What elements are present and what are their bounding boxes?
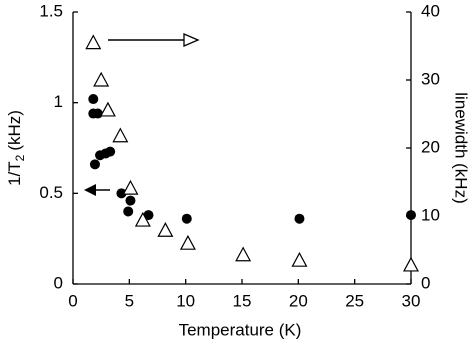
point: [179, 234, 196, 250]
point: [402, 256, 420, 272]
point: [99, 101, 116, 117]
y-tick-label: 0.5: [39, 183, 63, 202]
x-axis-label: Temperature (K): [179, 320, 302, 339]
arrow-right-axis: [108, 33, 200, 47]
y2-tick-label: 10: [421, 205, 440, 224]
point: [116, 188, 127, 199]
y-tick-label: 1: [54, 92, 63, 111]
point: [89, 159, 100, 170]
point: [406, 210, 416, 221]
point: [105, 146, 116, 157]
point: [85, 34, 102, 50]
y-tick-label: 0: [54, 273, 63, 292]
x-tick-label: 25: [345, 291, 364, 310]
point: [122, 179, 139, 195]
y-axis-label: 1/T2(kHz): [5, 110, 27, 186]
x-tick-label: 5: [125, 291, 134, 310]
y2-axis-label: linewidth (kHz): [452, 92, 471, 203]
point: [235, 246, 252, 262]
point: [88, 94, 99, 105]
point: [92, 108, 103, 119]
point: [123, 206, 134, 217]
point: [294, 213, 305, 224]
point: [112, 127, 129, 143]
point: [125, 195, 136, 206]
point: [134, 211, 151, 227]
x-tick-label: 20: [289, 291, 308, 310]
x-tick-label: 15: [233, 291, 252, 310]
y2-tick-label: 30: [421, 69, 440, 88]
y2-tick-label: 0: [421, 273, 430, 292]
arrow-left-axis: [84, 184, 110, 196]
x-tick-label: 10: [176, 291, 195, 310]
y-tick-label: 1.5: [39, 1, 63, 20]
x-tick-label: 30: [402, 291, 421, 310]
point: [181, 213, 192, 224]
point: [143, 210, 154, 221]
y2-tick-label: 40: [421, 1, 440, 20]
point: [93, 71, 110, 87]
x-tick-label: 0: [68, 291, 77, 310]
point: [291, 251, 308, 267]
point: [157, 222, 174, 237]
y2-tick-label: 20: [421, 137, 440, 156]
